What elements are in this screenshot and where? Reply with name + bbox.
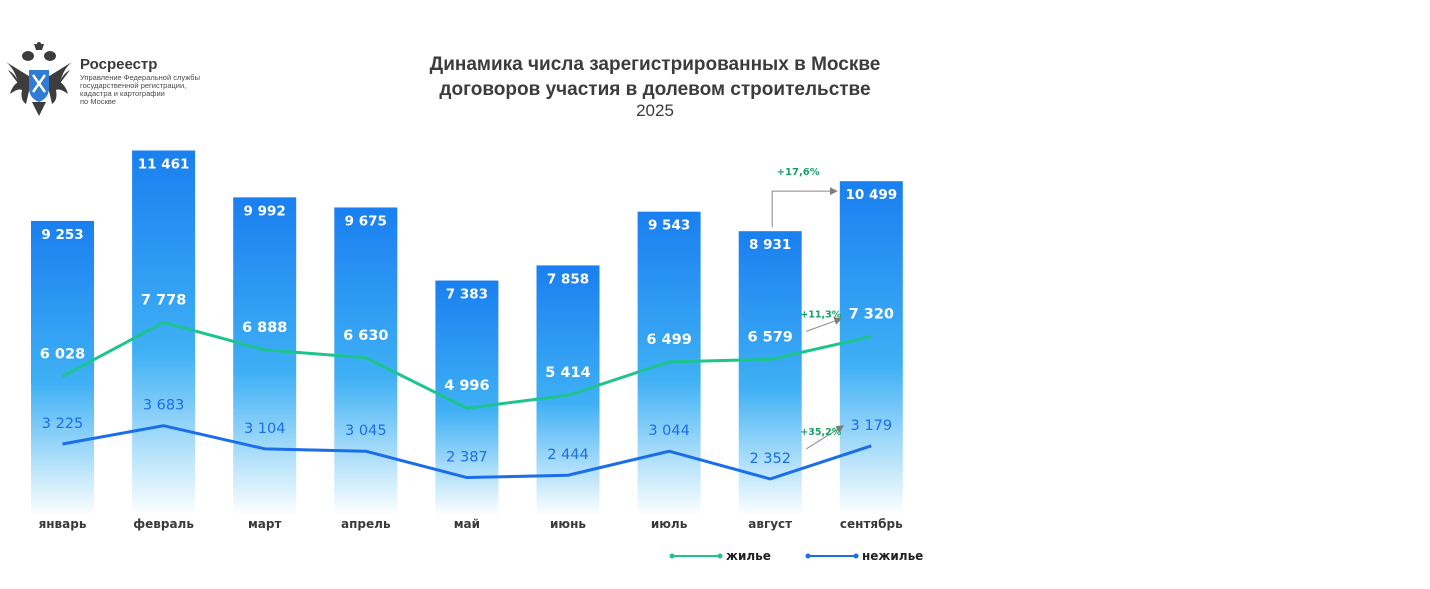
- bar-6: [536, 265, 600, 516]
- legend-dot-start-1: [669, 553, 675, 559]
- nezhilye-value-label-5: 2 387: [446, 450, 488, 466]
- category-label-6: июнь: [550, 517, 586, 531]
- zhilye-value-label-7: 6 499: [646, 332, 691, 348]
- legend-dot-end-1: [717, 553, 723, 559]
- growth-arrow-zhilye: [806, 317, 843, 332]
- bar-value-label-6: 7 858: [547, 271, 589, 287]
- legend-label-1: жилье: [726, 549, 771, 563]
- growth-label-nezhilye: +35,2%: [800, 427, 841, 438]
- bar-1: [31, 220, 94, 517]
- legend-label-2: нежилье: [862, 549, 923, 563]
- category-label-4: апрель: [341, 517, 391, 531]
- logo-line-1: Управление Федеральной службы: [80, 73, 200, 82]
- category-label-3: март: [248, 517, 281, 531]
- bar-7: [637, 211, 701, 516]
- zhilye-value-label-5: 4 996: [444, 378, 489, 394]
- line-zhilye: [61, 320, 872, 410]
- zhilye-value-label-2: 7 778: [141, 292, 186, 308]
- zhilye-value-label-8: 6 579: [747, 329, 792, 345]
- category-label-5: май: [454, 517, 480, 531]
- rosreestr-logo: Росреестр Управление Федеральной службы …: [4, 42, 234, 122]
- zhilye-value-label-4: 6 630: [343, 328, 388, 344]
- line-nezhilye: [62, 424, 872, 481]
- bar-4: [334, 207, 398, 517]
- chart-title-line-1: Динамика числа зарегистрированных в Моск…: [429, 54, 881, 75]
- chart-title: Динамика числа зарегистрированных в Моск…: [380, 52, 930, 102]
- zhilye-value-label-6: 5 414: [545, 365, 590, 381]
- legend-dot-start-2: [805, 553, 811, 559]
- category-label-1: январь: [39, 517, 87, 531]
- bar-value-label-9: 10 499: [845, 187, 897, 203]
- bar-value-label-1: 9 253: [41, 227, 83, 243]
- category-label-7: июль: [651, 517, 688, 531]
- zhilye-value-label-3: 6 888: [242, 320, 287, 336]
- bar-3: [233, 197, 297, 517]
- nezhilye-value-label-7: 3 044: [648, 423, 690, 439]
- bar-8: [738, 231, 802, 516]
- nezhilye-value-label-9: 3 179: [851, 418, 893, 434]
- bar-value-label-8: 8 931: [749, 237, 791, 253]
- bar-value-label-2: 11 461: [138, 157, 190, 173]
- bar-value-label-3: 9 992: [244, 203, 286, 219]
- bar-9: [839, 181, 903, 516]
- bar-value-label-7: 9 543: [648, 218, 690, 234]
- growth-label-zhilye: +11,3%: [800, 309, 841, 320]
- logo-name: Росреестр: [80, 56, 158, 73]
- nezhilye-value-label-6: 2 444: [547, 447, 589, 463]
- logo-line-2: государственной регистрации,: [80, 81, 187, 90]
- zhilye-value-label-1: 6 028: [40, 346, 85, 362]
- chart-title-line-2: договоров участия в долевом строительств…: [439, 79, 871, 100]
- nezhilye-value-label-1: 3 225: [42, 416, 84, 432]
- nezhilye-value-label-2: 3 683: [143, 398, 185, 414]
- nezhilye-value-label-3: 3 104: [244, 421, 286, 437]
- growth-arrow-total: [771, 187, 838, 228]
- nezhilye-value-label-4: 3 045: [345, 423, 387, 439]
- chart-subtitle: 2025: [636, 101, 674, 120]
- category-label-2: февраль: [133, 517, 194, 531]
- growth-label-total: +17,6%: [777, 167, 820, 178]
- legend-dot-end-2: [853, 553, 859, 559]
- category-label-9: сентябрь: [840, 517, 903, 531]
- growth-arrow-nezhilye: [805, 425, 845, 450]
- zhilye-value-label-9: 7 320: [849, 307, 894, 323]
- category-label-8: август: [748, 517, 792, 531]
- bar-value-label-5: 7 383: [446, 287, 488, 303]
- bar-value-label-4: 9 675: [345, 213, 387, 229]
- eagle-emblem-icon: [6, 42, 72, 116]
- logo-line-4: по Москве: [80, 97, 116, 106]
- logo-line-3: кадастра и картографии: [80, 89, 165, 98]
- nezhilye-value-label-8: 2 352: [749, 451, 791, 467]
